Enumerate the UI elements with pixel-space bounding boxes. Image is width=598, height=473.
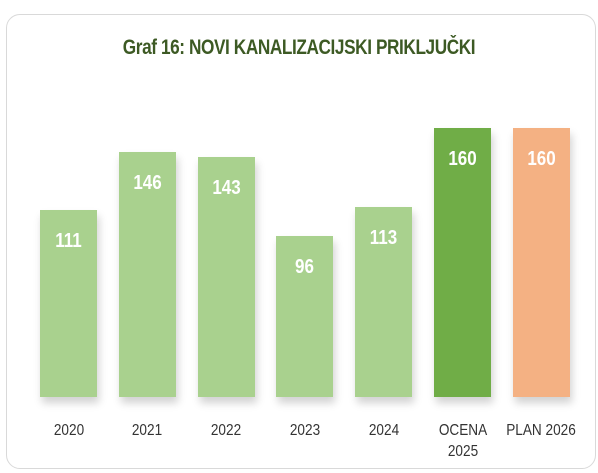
bar xyxy=(197,156,255,397)
data-label: 111 xyxy=(55,230,82,253)
data-label: 160 xyxy=(527,148,556,170)
x-tick-label: OCENA 2025 xyxy=(438,422,487,460)
data-label: 113 xyxy=(369,227,398,250)
data-label: 146 xyxy=(133,171,162,194)
x-tick-label: PLAN 2026 xyxy=(506,422,577,439)
bar xyxy=(118,151,176,397)
chart-title: Graf 16: NOVI KANALIZACIJSKI PRIKLJUČKI xyxy=(122,36,476,59)
x-tick-label: 2022 xyxy=(210,422,242,439)
x-tick-label: 2021 xyxy=(132,422,163,439)
bar xyxy=(40,210,97,397)
bar xyxy=(355,207,413,397)
bar xyxy=(434,128,491,397)
bar xyxy=(512,128,570,397)
data-label: 96 xyxy=(295,255,315,278)
data-label: 160 xyxy=(448,148,477,170)
x-tick-label: 2024 xyxy=(368,422,399,439)
x-tick-label: 2023 xyxy=(289,422,321,439)
bar xyxy=(276,235,334,397)
data-label: 143 xyxy=(211,176,241,199)
x-tick-label: 2020 xyxy=(53,422,84,439)
